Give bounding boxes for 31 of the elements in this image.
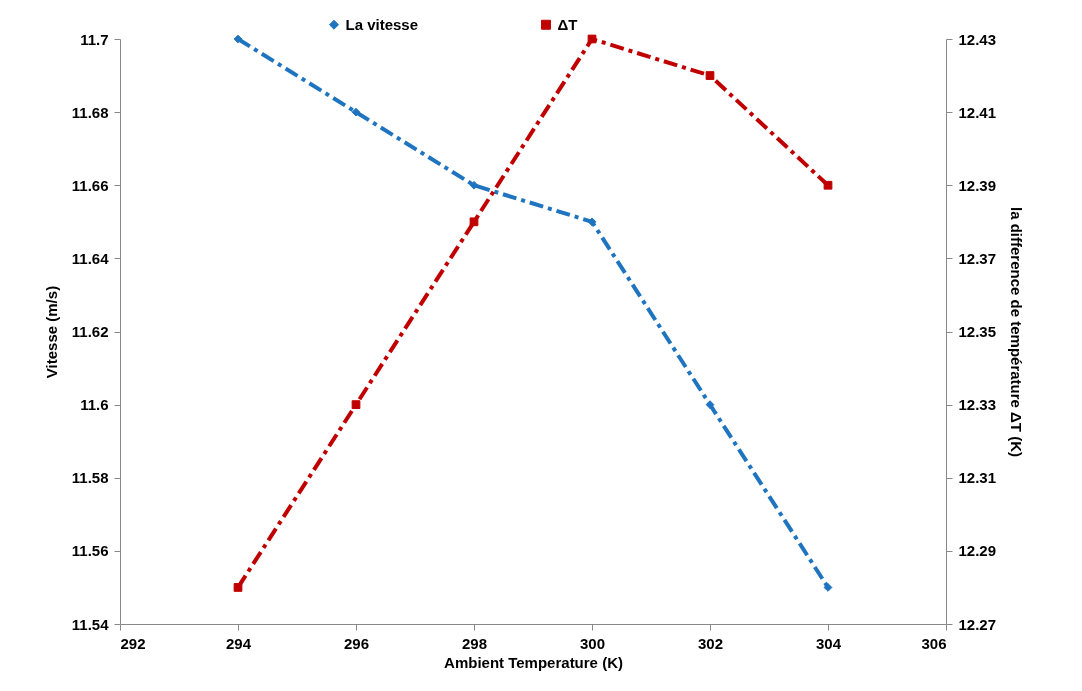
x-tick-label: 296 [343, 634, 370, 652]
y2-tick-label: 12.33 [958, 396, 997, 414]
x-tick-label: 306 [921, 634, 947, 652]
x-axis-title: Ambient Temperature (K) [444, 653, 623, 671]
y-tick-label: 11.62 [71, 323, 109, 340]
x-tick-label: 300 [579, 634, 606, 652]
y-tick-label: 11.66 [71, 176, 109, 194]
y-tick-label: 11.7 [80, 30, 109, 48]
y-tick-label: 11.68 [71, 103, 109, 121]
y2-tick-label: 12.31 [958, 469, 997, 487]
x-tick-label: 292 [120, 634, 146, 652]
x-tick-label: 294 [225, 634, 252, 652]
y2-axis-title: la difference de température ΔT (K) [1008, 206, 1026, 458]
y2-tick-label: 12.35 [958, 323, 997, 340]
y2-tick-label: 12.29 [958, 542, 997, 560]
x-tick-label: 298 [461, 634, 488, 652]
x-tick-label: 302 [697, 634, 724, 652]
y-tick-label: 11.64 [71, 249, 110, 267]
y2-tick-label: 12.39 [958, 176, 997, 194]
legend-label: ΔT [557, 15, 578, 33]
y-tick-label: 11.56 [71, 542, 109, 560]
y-axis-title: Vitesse (m/s) [42, 285, 60, 379]
y-tick-label: 11.54 [71, 615, 110, 633]
y2-tick-label: 12.41 [958, 103, 997, 121]
x-tick-label: 304 [815, 634, 842, 652]
y2-tick-label: 12.37 [958, 249, 997, 267]
y-tick-label: 11.6 [80, 396, 109, 414]
legend-label: La vitesse [345, 15, 419, 33]
y2-tick-label: 12.27 [958, 615, 997, 633]
y2-tick-label: 12.43 [958, 30, 997, 48]
y-tick-label: 11.58 [71, 469, 109, 487]
